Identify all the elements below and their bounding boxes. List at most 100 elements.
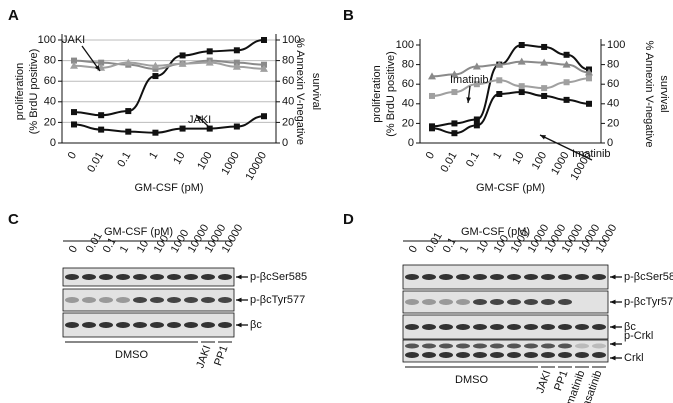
lane-label: 0 <box>407 244 420 255</box>
band <box>575 274 589 280</box>
y-tick-label: 100 <box>396 39 414 51</box>
band <box>99 322 113 328</box>
panel-label: A <box>8 7 19 24</box>
row-label: p-Crkl <box>624 330 653 342</box>
band <box>184 274 198 280</box>
point <box>428 72 436 80</box>
y2-tick-label: 100 <box>607 39 625 51</box>
point <box>541 85 548 92</box>
y-tick-label: 80 <box>44 55 56 67</box>
lane-label: 10 <box>475 238 492 255</box>
arrow-head <box>610 341 616 347</box>
band <box>456 343 470 349</box>
point <box>451 130 458 137</box>
point <box>206 125 213 132</box>
lane-label: 1 <box>458 244 471 255</box>
point <box>518 89 525 96</box>
x-tick-label: 0 <box>424 150 437 161</box>
x-tick-label: 0.1 <box>464 150 482 169</box>
group-label: DMSO <box>455 374 488 386</box>
point <box>429 92 435 99</box>
band <box>558 324 572 330</box>
x-axis-title: GM-CSF (pM) <box>476 182 545 194</box>
band <box>524 343 538 349</box>
y-tick-label: 40 <box>44 96 56 108</box>
point <box>540 58 549 66</box>
arrow-head <box>236 297 242 303</box>
panel-label: B <box>343 7 354 24</box>
series-line <box>431 43 590 128</box>
point <box>563 79 570 86</box>
y2-tick-label: 0 <box>607 137 613 149</box>
band <box>65 322 79 328</box>
point <box>98 126 105 133</box>
group-label: PP1 <box>212 344 230 368</box>
band <box>490 343 504 349</box>
y2-tick-label: 80 <box>282 55 294 67</box>
point <box>124 58 133 66</box>
band <box>541 299 555 305</box>
band <box>524 324 538 330</box>
y2-axis-title: % Annexin V-negative <box>294 38 306 145</box>
y2-axis-title: % Annexin V-negative <box>643 40 655 147</box>
arrow-head <box>196 115 202 121</box>
point <box>472 62 481 70</box>
y2-tick-label: 40 <box>607 98 619 110</box>
band <box>541 324 555 330</box>
band <box>201 274 215 280</box>
y2-tick-label: 0 <box>282 137 288 149</box>
series-line <box>73 59 265 70</box>
point <box>563 51 570 58</box>
row-label: p-βcSer585 <box>624 271 673 283</box>
band <box>473 343 487 349</box>
band <box>405 299 419 305</box>
band <box>490 352 504 358</box>
band <box>82 274 96 280</box>
point <box>586 75 592 82</box>
band <box>167 322 181 328</box>
group-label: PP1 <box>552 369 570 393</box>
arrow-head <box>236 322 242 328</box>
band <box>99 297 113 303</box>
y2-tick-label: 20 <box>282 116 294 128</box>
point <box>205 58 214 66</box>
band <box>439 324 453 330</box>
band <box>541 274 555 280</box>
x-tick-label: 1 <box>147 150 160 161</box>
point <box>429 125 435 132</box>
panel-label: C <box>8 211 19 228</box>
x-tick-label: 100 <box>530 150 550 172</box>
band <box>116 322 130 328</box>
band <box>150 322 164 328</box>
group-label: DMSO <box>115 349 148 361</box>
y-axis-title: (% BrdU positive) <box>28 49 40 135</box>
arrow <box>539 134 593 161</box>
point <box>473 122 480 129</box>
annotation: JAKI <box>188 114 211 126</box>
band <box>218 322 232 328</box>
point <box>496 91 503 97</box>
band <box>558 274 572 280</box>
band <box>439 343 453 349</box>
lane-label: 10 <box>135 238 152 255</box>
point <box>71 57 77 64</box>
point <box>541 43 548 50</box>
point <box>206 48 213 55</box>
band <box>592 352 606 358</box>
band <box>473 274 487 280</box>
x-tick-label: 100 <box>195 150 215 172</box>
blot-strip <box>62 267 235 287</box>
point <box>495 60 504 68</box>
y-tick-label: 20 <box>44 116 56 128</box>
band <box>456 274 470 280</box>
point <box>98 112 105 119</box>
y-tick-label: 0 <box>50 137 56 149</box>
point <box>261 37 267 43</box>
x-tick-label: 0 <box>66 150 79 161</box>
point <box>125 108 132 115</box>
point <box>562 60 571 68</box>
point <box>152 129 159 136</box>
arrow-head <box>610 274 616 280</box>
band <box>439 299 453 305</box>
y-tick-label: 40 <box>402 98 414 110</box>
